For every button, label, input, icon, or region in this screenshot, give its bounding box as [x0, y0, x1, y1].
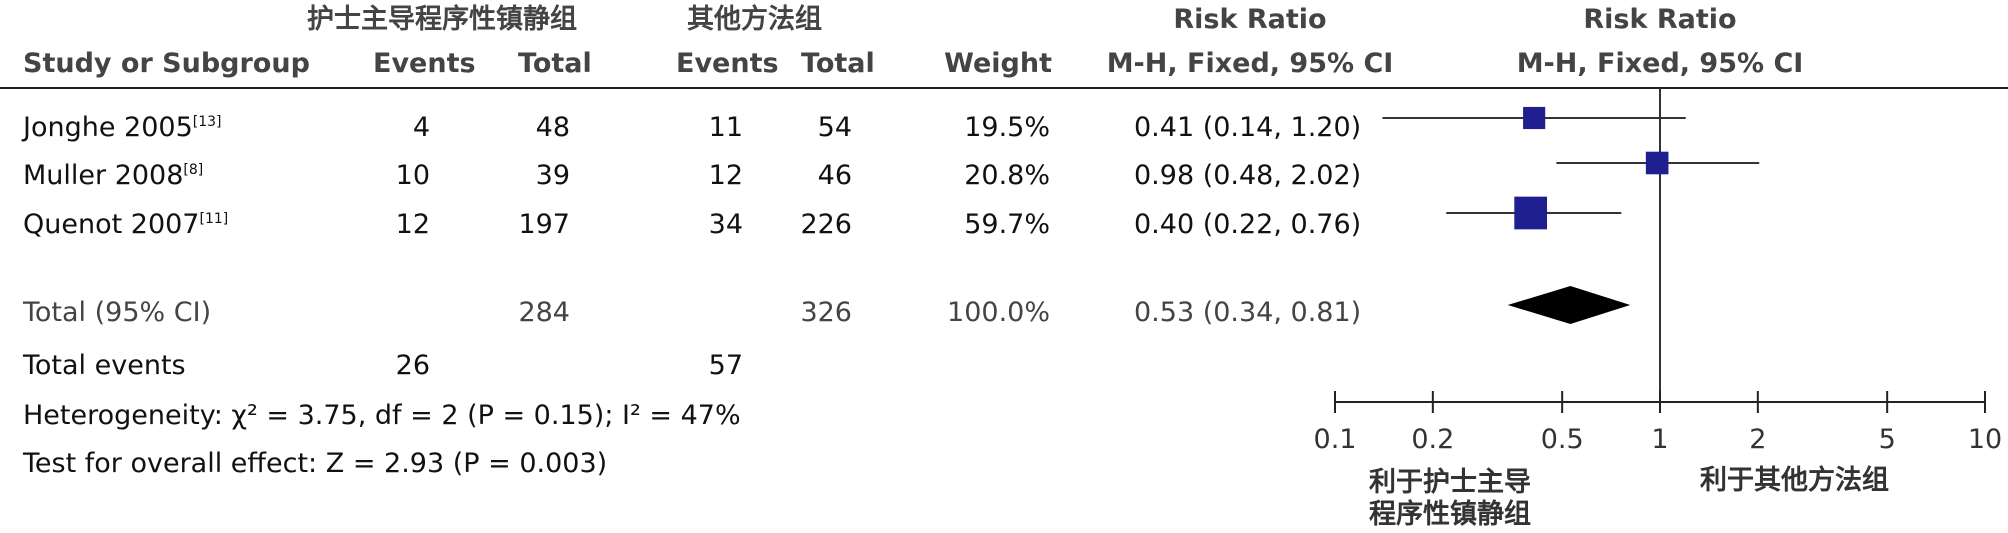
- overall-effect-text: Test for overall effect: Z = 2.93 (P = 0…: [23, 448, 608, 479]
- total2-value: 46: [817, 160, 852, 191]
- axis-tick-label: 10: [1968, 424, 2002, 455]
- total1-sum: 284: [518, 297, 570, 328]
- events2-value: 12: [708, 160, 743, 191]
- total2-value: 226: [800, 209, 852, 240]
- total2-value: 54: [817, 112, 852, 143]
- study-name: Muller 2008[8]: [23, 160, 204, 191]
- study-reference: [13]: [192, 114, 222, 130]
- pooled-estimate-diamond: [1507, 286, 1631, 324]
- group2-header: 其他方法组: [687, 4, 822, 35]
- ci-value: 0.41 (0.14, 1.20): [1134, 112, 1362, 143]
- total1-header: Total: [518, 48, 592, 79]
- rr-title-left: Risk Ratio: [1173, 4, 1327, 35]
- ci-value: 0.98 (0.48, 2.02): [1134, 160, 1362, 191]
- group1-header: 护士主导程序性镇静组: [307, 4, 577, 35]
- method-left-header: M-H, Fixed, 95% CI: [1106, 48, 1394, 79]
- rr-title-right: Risk Ratio: [1583, 4, 1737, 35]
- weight-value: 59.7%: [964, 209, 1050, 240]
- pooled-ci-value: 0.53 (0.34, 0.81): [1134, 297, 1362, 328]
- method-right-header: M-H, Fixed, 95% CI: [1516, 48, 1804, 79]
- events1-value: 10: [395, 160, 430, 191]
- total2-header: Total: [801, 48, 875, 79]
- study-name: Quenot 2007[11]: [23, 209, 229, 240]
- axis-tick-label: 0.5: [1541, 424, 1584, 455]
- study-estimate-marker: [1645, 151, 1669, 175]
- axis-tick-label: 5: [1879, 424, 1896, 455]
- axis-tick-label: 1: [1651, 424, 1668, 455]
- total1-value: 197: [518, 209, 570, 240]
- events2-header: Events: [676, 48, 779, 79]
- total-events1-value: 26: [395, 350, 430, 381]
- study-estimate-marker: [1523, 106, 1546, 130]
- study-column-header: Study or Subgroup: [23, 48, 310, 79]
- events1-header: Events: [373, 48, 476, 79]
- study-reference: [8]: [183, 162, 204, 178]
- total1-value: 39: [535, 160, 570, 191]
- study-reference: [11]: [199, 211, 229, 227]
- events2-value: 34: [708, 209, 743, 240]
- weight-value: 20.8%: [964, 160, 1050, 191]
- total-label: Total (95% CI): [23, 297, 212, 328]
- total-weight: 100.0%: [947, 297, 1050, 328]
- events2-value: 11: [708, 112, 743, 143]
- total1-value: 48: [535, 112, 570, 143]
- total-events-label: Total events: [23, 350, 186, 381]
- total2-sum: 326: [800, 297, 852, 328]
- events1-value: 12: [395, 209, 430, 240]
- study-name: Jonghe 2005[13]: [23, 112, 222, 143]
- events1-value: 4: [412, 112, 430, 143]
- heterogeneity-text: Heterogeneity: χ² = 3.75, df = 2 (P = 0.…: [23, 400, 741, 431]
- axis-tick-label: 2: [1749, 424, 1766, 455]
- favours-left-label: 利于护士主导 程序性镇静组: [1369, 467, 1531, 531]
- axis-tick-label: 0.1: [1314, 424, 1357, 455]
- ci-value: 0.40 (0.22, 0.76): [1134, 209, 1362, 240]
- weight-header: Weight: [944, 48, 1052, 79]
- total-events2-value: 57: [708, 350, 743, 381]
- favours-right-label: 利于其他方法组: [1700, 465, 1889, 496]
- weight-value: 19.5%: [964, 112, 1050, 143]
- study-estimate-marker: [1514, 196, 1548, 230]
- axis-tick-label: 0.2: [1411, 424, 1454, 455]
